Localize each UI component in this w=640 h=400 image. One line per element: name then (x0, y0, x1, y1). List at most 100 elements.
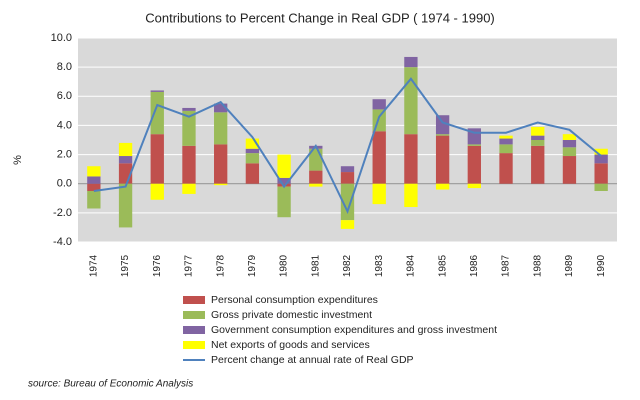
legend-swatch (183, 311, 205, 319)
bar-segment (499, 135, 513, 139)
bar-segment (214, 144, 228, 184)
x-tick-label: 1977 (184, 254, 195, 277)
x-tick-label: 1976 (152, 254, 163, 277)
bar-segment (499, 138, 513, 145)
y-axis-label: % (12, 155, 24, 165)
bar-segment (340, 172, 355, 184)
y-tick-label: 8.0 (57, 61, 72, 73)
bar-segment (372, 183, 386, 205)
legend-label: Government consumption expenditures and … (211, 324, 497, 336)
bar-segment (531, 135, 545, 140)
bar-segment (309, 183, 323, 187)
bar-segment (245, 148, 260, 154)
bar-segment (182, 145, 196, 184)
line (93, 77, 602, 215)
bar-segment (372, 131, 386, 184)
bar-segment (277, 186, 291, 218)
bar-segment (467, 145, 481, 184)
bar-segment (118, 156, 133, 164)
bar-segment (467, 144, 481, 146)
x-tick-label: 1984 (406, 254, 417, 277)
bar-segment (118, 142, 133, 157)
bar-segment (87, 166, 101, 177)
x-tick-label: 1979 (247, 254, 258, 277)
x-tick-label: 1990 (596, 254, 607, 277)
bar-segment (182, 110, 196, 146)
bar-segment (245, 153, 260, 164)
y-tick-label: -4.0 (53, 236, 72, 248)
x-tick-label: 1986 (469, 254, 480, 277)
legend-swatch (183, 341, 205, 349)
legend-label: Net exports of goods and services (211, 339, 370, 351)
legend-swatch (183, 326, 205, 334)
bar-segment (562, 134, 577, 140)
bar-segment (214, 103, 228, 113)
bar-segment (404, 183, 418, 208)
y-tick-label: -2.0 (53, 207, 72, 219)
bar-segment (118, 183, 133, 228)
bar-segment (594, 183, 608, 191)
bar-segment (214, 183, 228, 186)
bar-segment (277, 177, 291, 184)
bar-segment (87, 191, 101, 209)
x-tick-label: 1978 (215, 254, 226, 277)
chart-title: Contributions to Percent Change in Real … (145, 10, 495, 25)
bar-segment (150, 90, 164, 92)
y-tick-label: 6.0 (57, 90, 72, 102)
y-tick-label: 4.0 (57, 119, 72, 131)
legend-label: Gross private domestic investment (211, 309, 372, 321)
y-tick-label: 10.0 (51, 32, 72, 44)
bar-segment (150, 183, 164, 200)
bar-segment (404, 56, 418, 68)
bar-segment (340, 183, 355, 221)
bar-segment (562, 156, 577, 184)
y-tick-label: 2.0 (57, 148, 72, 160)
bar-segment (562, 140, 577, 148)
bar-segment (150, 91, 164, 135)
bar-segment (435, 115, 450, 135)
bar-segment (404, 67, 418, 135)
x-tick-label: 1980 (279, 254, 290, 277)
x-tick-label: 1988 (532, 254, 543, 277)
bar-segment (531, 145, 545, 184)
legend-label: Percent change at annual rate of Real GD… (211, 354, 414, 366)
x-tick-label: 1982 (342, 254, 353, 277)
x-tick-label: 1975 (120, 254, 131, 277)
bar-segment (340, 220, 355, 229)
bar-segment (340, 166, 355, 173)
bar-segment (182, 107, 196, 111)
x-tick-label: 1985 (437, 254, 448, 277)
bar-segment (531, 140, 545, 146)
legend-label: Personal consumption expenditures (211, 294, 378, 306)
source: source: Bureau of Economic Analysis (28, 379, 193, 390)
x-tick-label: 1987 (501, 254, 512, 277)
bar-segment (87, 183, 101, 191)
bar-segment (562, 147, 577, 157)
bar-segment (435, 183, 450, 190)
y-tick-label: 0.0 (57, 178, 72, 190)
bar-segment (404, 134, 418, 184)
bar-segment (245, 138, 260, 149)
bar-segment (594, 148, 608, 155)
bar-segment (435, 134, 450, 136)
bar-segment (150, 134, 164, 184)
bar-segment (372, 99, 386, 110)
bar-segment (214, 112, 228, 145)
bar-segment (245, 163, 260, 184)
x-tick-label: 1989 (564, 254, 575, 277)
bar-segment (277, 154, 291, 178)
bar-segment (467, 183, 481, 189)
bar-segment (435, 135, 450, 184)
bar-segment (531, 126, 545, 136)
x-tick-label: 1983 (374, 254, 385, 277)
bar-segment (499, 144, 513, 154)
legend-swatch (183, 296, 205, 304)
bar-segment (309, 170, 323, 184)
bar-segment (594, 163, 608, 184)
x-tick-label: 1981 (310, 254, 321, 277)
bar-segment (87, 176, 101, 184)
bar-segment (182, 183, 196, 194)
bar-segment (499, 153, 513, 184)
x-tick-label: 1974 (88, 254, 99, 277)
